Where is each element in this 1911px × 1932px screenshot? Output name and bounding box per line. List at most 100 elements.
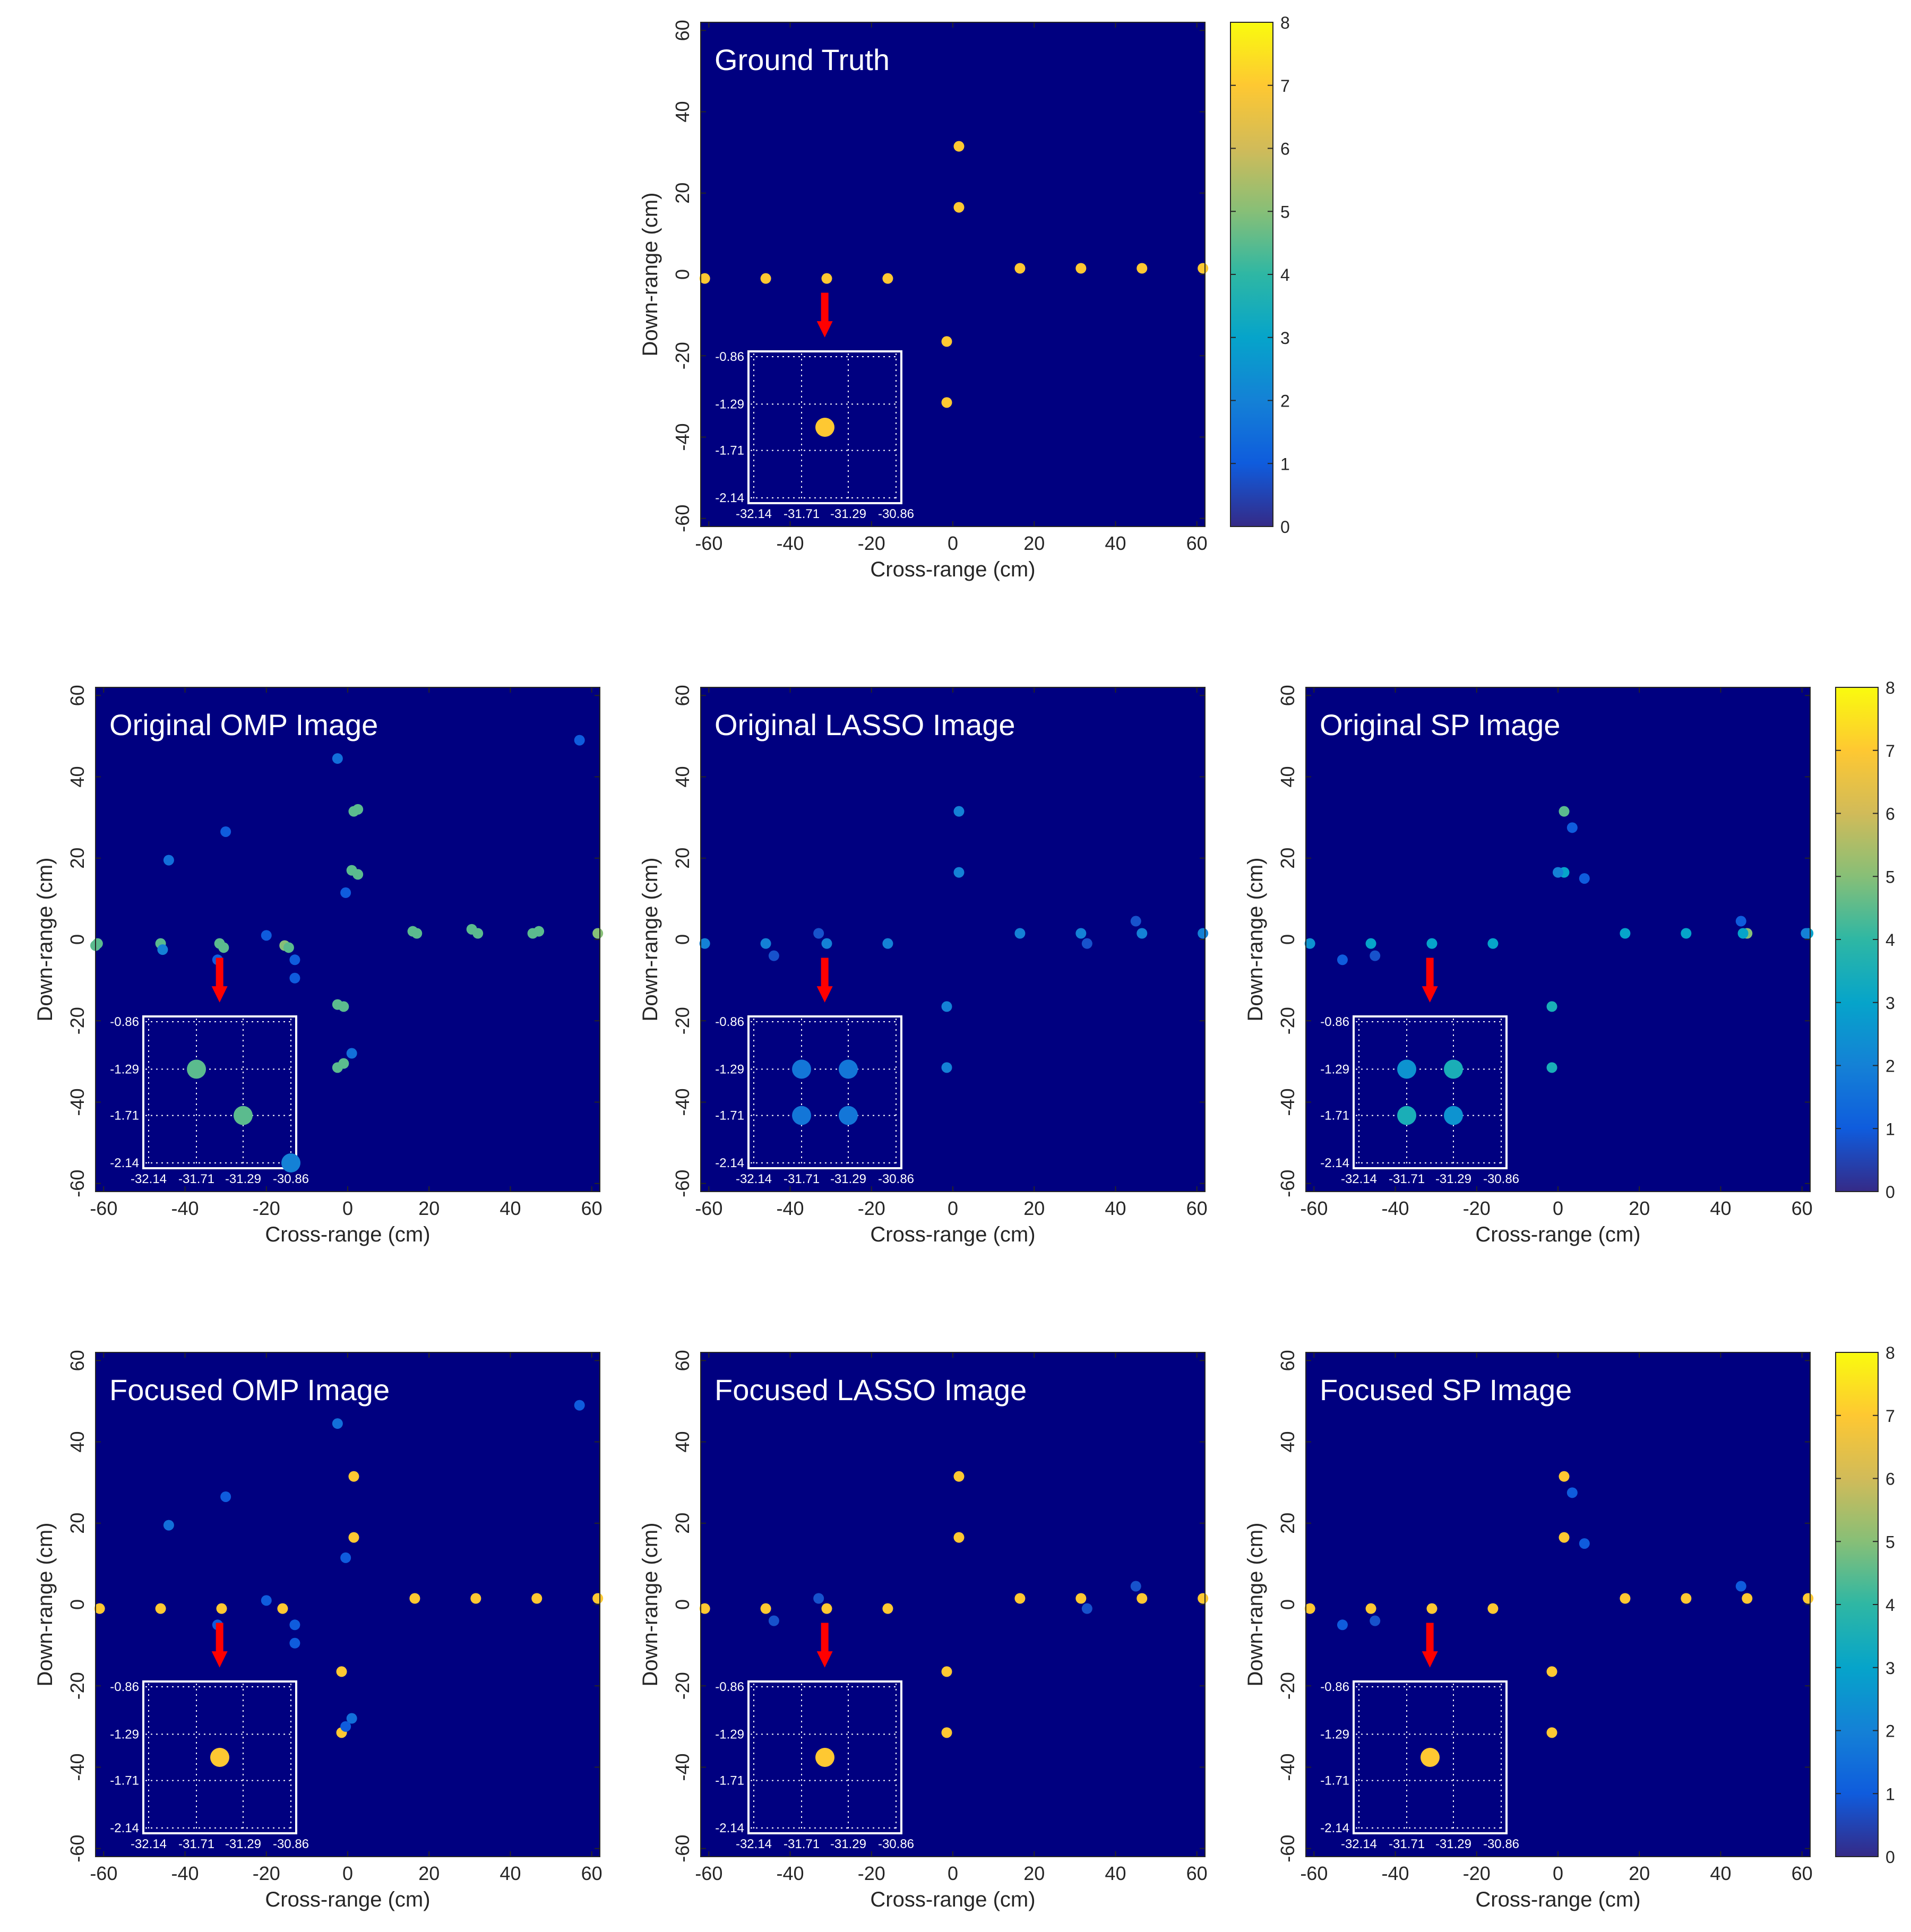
inset-point	[187, 1059, 206, 1079]
x-tick-label: 0	[1553, 1197, 1563, 1219]
inset-y-tick-label: -1.29	[110, 1062, 139, 1076]
scatter-point	[760, 273, 771, 284]
inset-y-tick-label: -1.71	[715, 1774, 744, 1788]
y-axis-label: Down-range (cm)	[639, 193, 662, 357]
scatter-point	[953, 1471, 965, 1482]
scatter-point	[338, 1058, 349, 1069]
x-tick-label: 0	[342, 1862, 353, 1884]
inset-y-tick-label: -1.71	[715, 1109, 744, 1123]
zoom-arrow-head	[1422, 1651, 1438, 1668]
axes-frame	[1305, 687, 1811, 1192]
y-tick-label: -60	[66, 1170, 88, 1197]
scatter-point	[882, 1603, 893, 1614]
y-tick-label: 60	[672, 685, 693, 706]
y-tick-label: 60	[672, 20, 693, 41]
inset-point	[210, 1748, 229, 1767]
inset-zoom: -32.14 -31.71 -31.29 -30.86 -0.86 -1.29 -1.71 -…	[110, 1015, 309, 1186]
inset-x-tick-label: -30.86	[878, 1837, 914, 1851]
scatter-point	[261, 930, 272, 941]
inset-y-tick-label: -1.71	[110, 1109, 139, 1123]
y-tick-label: -40	[672, 423, 693, 451]
scatter-point	[1304, 1603, 1315, 1614]
colorbar-tick-label: 8	[1280, 13, 1290, 32]
inset-point	[815, 418, 834, 437]
scatter-point	[1487, 1603, 1499, 1614]
scatter-point	[592, 928, 604, 939]
inset-point	[792, 1059, 812, 1079]
chart-title: Original OMP Image	[109, 708, 378, 741]
colorbar-3: 0 1 2 3 4 5 6 7 8	[1835, 1343, 1895, 1867]
y-tick-label: 20	[672, 1513, 693, 1534]
colorbar-2: 0 1 2 3 4 5 6 7 8	[1835, 678, 1895, 1202]
y-tick-label: 20	[672, 183, 693, 204]
inset-y-tick-label: -2.14	[1320, 1156, 1349, 1170]
plot-area	[1306, 687, 1810, 1192]
colorbar-tick-label: 8	[1886, 1343, 1895, 1362]
inset-point	[1421, 1748, 1440, 1767]
inset-point	[838, 1059, 858, 1079]
x-tick-label: 40	[500, 1862, 521, 1884]
colorbar-tick-label: 2	[1886, 1057, 1895, 1076]
colorbar-1: 0 1 2 3 4 5 6 7 8	[1230, 13, 1290, 537]
scatter-point	[1137, 263, 1148, 274]
y-tick-label: 0	[672, 1599, 693, 1610]
scatter-point	[768, 950, 779, 961]
inset-x-tick-label: -32.14	[736, 1172, 772, 1186]
x-axis-label: Cross-range (cm)	[1475, 1888, 1640, 1911]
chart-panel-focused-sp: -60-60 -40 -40 -20 -20 0 0 20 20 40 40 60 60 Cross-ra…	[1244, 1350, 1814, 1911]
inset-point	[792, 1106, 812, 1125]
x-tick-label: -60	[695, 532, 722, 554]
axes-frame	[700, 1352, 1206, 1857]
inset-x-tick-label: -30.86	[273, 1837, 309, 1851]
colorbar-tick-label: 7	[1886, 1407, 1895, 1426]
inset-y-tick-label: -0.86	[715, 350, 744, 364]
x-tick-label: -60	[695, 1862, 722, 1884]
plot-area	[96, 1352, 600, 1857]
inset-y-tick-label: -0.86	[110, 1680, 139, 1694]
scatter-point	[352, 804, 364, 815]
scatter-point	[1566, 1487, 1578, 1498]
colorbar-tick-label: 3	[1886, 1659, 1895, 1678]
axes-frame	[95, 687, 600, 1192]
scatter-point	[1014, 1593, 1026, 1604]
inset-x-tick-label: -32.14	[736, 507, 772, 521]
scatter-point	[157, 944, 168, 955]
colorbar-tick-label: 5	[1886, 867, 1895, 886]
scatter-point	[220, 1491, 231, 1502]
scatter-point	[1803, 1593, 1814, 1604]
inset-y-tick-label: -1.29	[715, 1727, 744, 1741]
x-tick-label: 20	[1629, 1197, 1650, 1219]
inset-x-tick-label: -31.29	[1435, 1172, 1471, 1186]
scatter-point	[1304, 938, 1315, 949]
zoom-arrow-head	[816, 1651, 833, 1668]
inset-border	[747, 350, 902, 504]
colorbar-tick-label: 5	[1280, 202, 1290, 221]
plot-area	[701, 1352, 1205, 1857]
y-tick-label: -60	[66, 1835, 88, 1862]
scatter-point	[1546, 1727, 1557, 1738]
colorbar-tick-label: 6	[1886, 1470, 1895, 1489]
inset-border	[142, 1015, 297, 1169]
x-tick-label: 40	[1105, 532, 1126, 554]
chart-title: Ground Truth	[715, 43, 890, 76]
x-tick-label: 20	[1629, 1862, 1650, 1884]
scatter-point	[699, 273, 710, 284]
colorbar-tick-label: 3	[1280, 329, 1290, 348]
scatter-point	[1137, 928, 1148, 939]
scatter-point	[1198, 263, 1209, 274]
colorbar-tick-label: 0	[1886, 1848, 1895, 1867]
x-tick-label: -60	[695, 1197, 722, 1219]
y-tick-label: -60	[672, 1835, 693, 1862]
scatter-point	[592, 1593, 604, 1604]
scatter-point	[1742, 1593, 1753, 1604]
chart-panel-ground-truth: -60-60 -40 -40 -20 -20 0 0 20 20 40 40 60 60 Cross-ra…	[639, 20, 1209, 581]
colorbar-tick-label: 7	[1280, 76, 1290, 96]
x-tick-label: -60	[1300, 1197, 1328, 1219]
inset-point	[1443, 1106, 1463, 1125]
inset-x-tick-label: -32.14	[1341, 1837, 1377, 1851]
y-tick-label: 20	[1277, 848, 1298, 869]
scatter-point	[1081, 938, 1092, 949]
scatter-point	[760, 938, 771, 949]
inset-y-tick-label: -2.14	[715, 491, 744, 505]
